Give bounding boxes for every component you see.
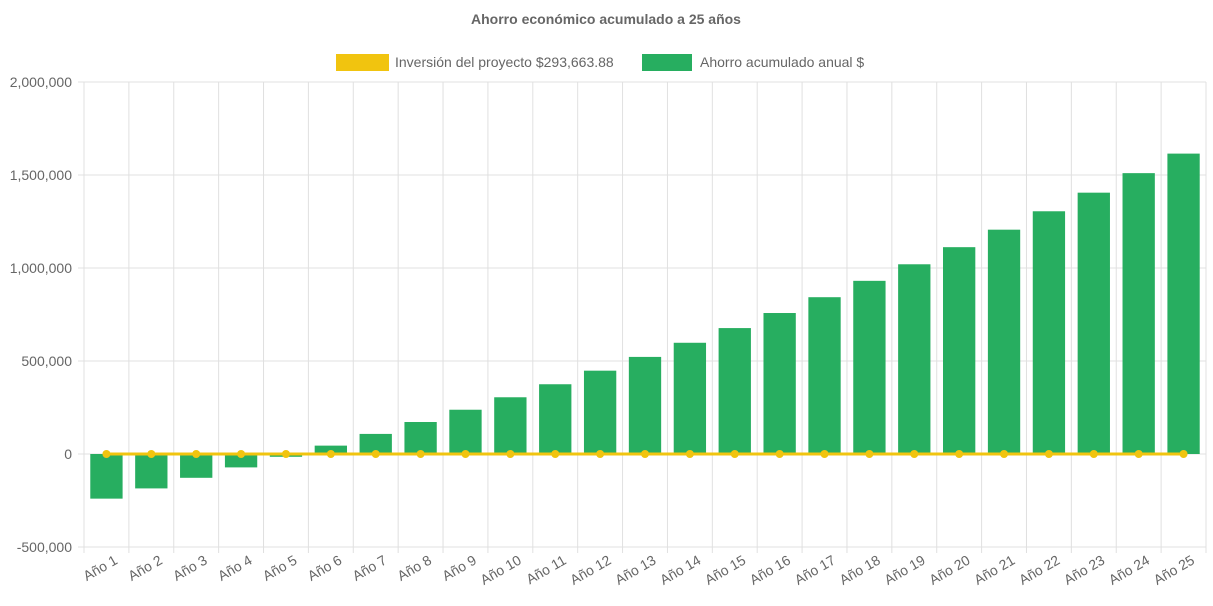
x-tick-label: Año 15 [702, 552, 749, 588]
bar-ahorro[interactable] [404, 422, 437, 454]
bar-ahorro[interactable] [135, 454, 168, 489]
point-inversion[interactable] [281, 450, 290, 458]
point-inversion[interactable] [685, 450, 694, 458]
bar-ahorro[interactable] [987, 229, 1021, 454]
x-axis: Año 1 Año 2 Año 3 Año 4 Año 5 Año 6 Año 7 Año 8… [80, 552, 1197, 588]
point-inversion[interactable] [820, 450, 829, 458]
x-tick-label: Año 8 [394, 552, 434, 584]
x-tick-label: Año 16 [747, 552, 794, 588]
x-tick-label: Año 7 [350, 552, 390, 584]
x-tick-label: Año 4 [215, 552, 255, 584]
point-inversion[interactable] [461, 450, 470, 458]
bar-ahorro[interactable] [1032, 211, 1066, 454]
x-tick-label: Año 21 [971, 552, 1018, 588]
point-inversion[interactable] [506, 450, 515, 458]
y-axis: 2,000,000 1,500,000 1,000,000 500,000 0 -500,… [10, 74, 73, 555]
point-inversion[interactable] [1134, 450, 1143, 458]
point-inversion[interactable] [641, 450, 649, 458]
x-tick-label: Año 1 [80, 552, 120, 584]
point-inversion[interactable] [551, 450, 560, 458]
point-inversion[interactable] [102, 450, 111, 458]
x-tick-label: Año 18 [836, 552, 883, 588]
bar-ahorro[interactable] [1077, 192, 1110, 455]
point-inversion[interactable] [730, 450, 739, 458]
bar-ahorro[interactable] [718, 328, 751, 454]
y-tick-label: 1,000,000 [10, 260, 72, 276]
y-tick-label: 0 [64, 446, 72, 462]
bar-ahorro[interactable] [449, 409, 482, 454]
x-tick-label: Año 3 [170, 552, 210, 584]
bar-ahorro[interactable] [763, 313, 796, 454]
point-inversion[interactable] [237, 450, 246, 458]
x-tick-label: Año 2 [125, 552, 165, 584]
point-inversion[interactable] [910, 450, 919, 458]
x-tick-label: Año 11 [523, 552, 569, 588]
point-inversion[interactable] [147, 450, 156, 458]
bar-ahorro[interactable] [853, 280, 886, 454]
point-inversion[interactable] [865, 450, 874, 458]
y-tick-label: 500,000 [21, 353, 72, 369]
x-tick-label: Año 20 [926, 552, 973, 588]
legend-label-inversion: Inversión del proyecto $293,663.88 [395, 54, 614, 70]
point-inversion[interactable] [1179, 450, 1188, 458]
bar-ahorro[interactable] [359, 433, 392, 454]
x-tick-label: Año 14 [657, 552, 704, 588]
legend-item-ahorro[interactable]: Ahorro acumulado anual $ [642, 54, 864, 71]
x-tick-label: Año 10 [477, 552, 524, 588]
chart-title: Ahorro económico acumulado a 25 años [471, 11, 741, 27]
bar-ahorro[interactable] [494, 397, 527, 454]
point-inversion[interactable] [955, 450, 964, 458]
bar-ahorro[interactable] [673, 342, 707, 454]
point-inversion[interactable] [192, 450, 201, 458]
bar-ahorro[interactable] [1167, 153, 1200, 455]
x-tick-label: Año 24 [1106, 552, 1153, 588]
y-tick-label: 1,500,000 [10, 167, 72, 183]
bar-ahorro[interactable] [180, 454, 213, 478]
bar-ahorro[interactable] [539, 384, 572, 454]
y-tick-label: -500,000 [17, 539, 72, 555]
bar-ahorro[interactable] [943, 247, 976, 454]
x-tick-label: Año 17 [792, 552, 839, 588]
point-inversion[interactable] [371, 450, 380, 458]
x-tick-label: Año 9 [439, 552, 479, 584]
bar-series-ahorro [90, 153, 1200, 499]
bar-ahorro[interactable] [90, 454, 123, 499]
x-tick-label: Año 5 [260, 552, 300, 584]
x-tick-label: Año 19 [881, 552, 928, 588]
bar-ahorro[interactable] [224, 454, 258, 468]
legend-swatch-inversion [336, 54, 389, 71]
gridlines [78, 81, 1207, 553]
x-tick-label: Año 25 [1151, 552, 1198, 588]
y-tick-label: 2,000,000 [10, 74, 72, 90]
point-inversion[interactable] [1044, 450, 1053, 458]
bar-ahorro[interactable] [628, 356, 662, 454]
x-tick-label: Año 6 [305, 552, 345, 584]
point-inversion[interactable] [326, 450, 335, 458]
legend: Inversión del proyecto $293,663.88 Ahorr… [336, 54, 864, 71]
point-inversion[interactable] [775, 450, 784, 458]
x-tick-label: Año 12 [567, 552, 614, 588]
legend-label-ahorro: Ahorro acumulado anual $ [700, 54, 864, 70]
x-tick-label: Año 22 [1016, 552, 1063, 588]
x-tick-label: Año 13 [612, 552, 659, 588]
point-inversion[interactable] [416, 450, 425, 458]
legend-swatch-ahorro [642, 54, 692, 71]
legend-item-inversion[interactable]: Inversión del proyecto $293,663.88 [336, 54, 614, 71]
bar-ahorro[interactable] [314, 445, 347, 454]
bar-ahorro[interactable] [898, 264, 931, 454]
bar-ahorro[interactable] [1122, 173, 1155, 454]
point-inversion[interactable] [1089, 450, 1098, 458]
bar-ahorro[interactable] [808, 297, 841, 454]
x-tick-label: Año 23 [1061, 552, 1108, 588]
bar-ahorro[interactable] [583, 370, 617, 454]
point-inversion[interactable] [596, 450, 605, 458]
line-series-inversion [102, 450, 1188, 458]
point-inversion[interactable] [1000, 450, 1009, 458]
